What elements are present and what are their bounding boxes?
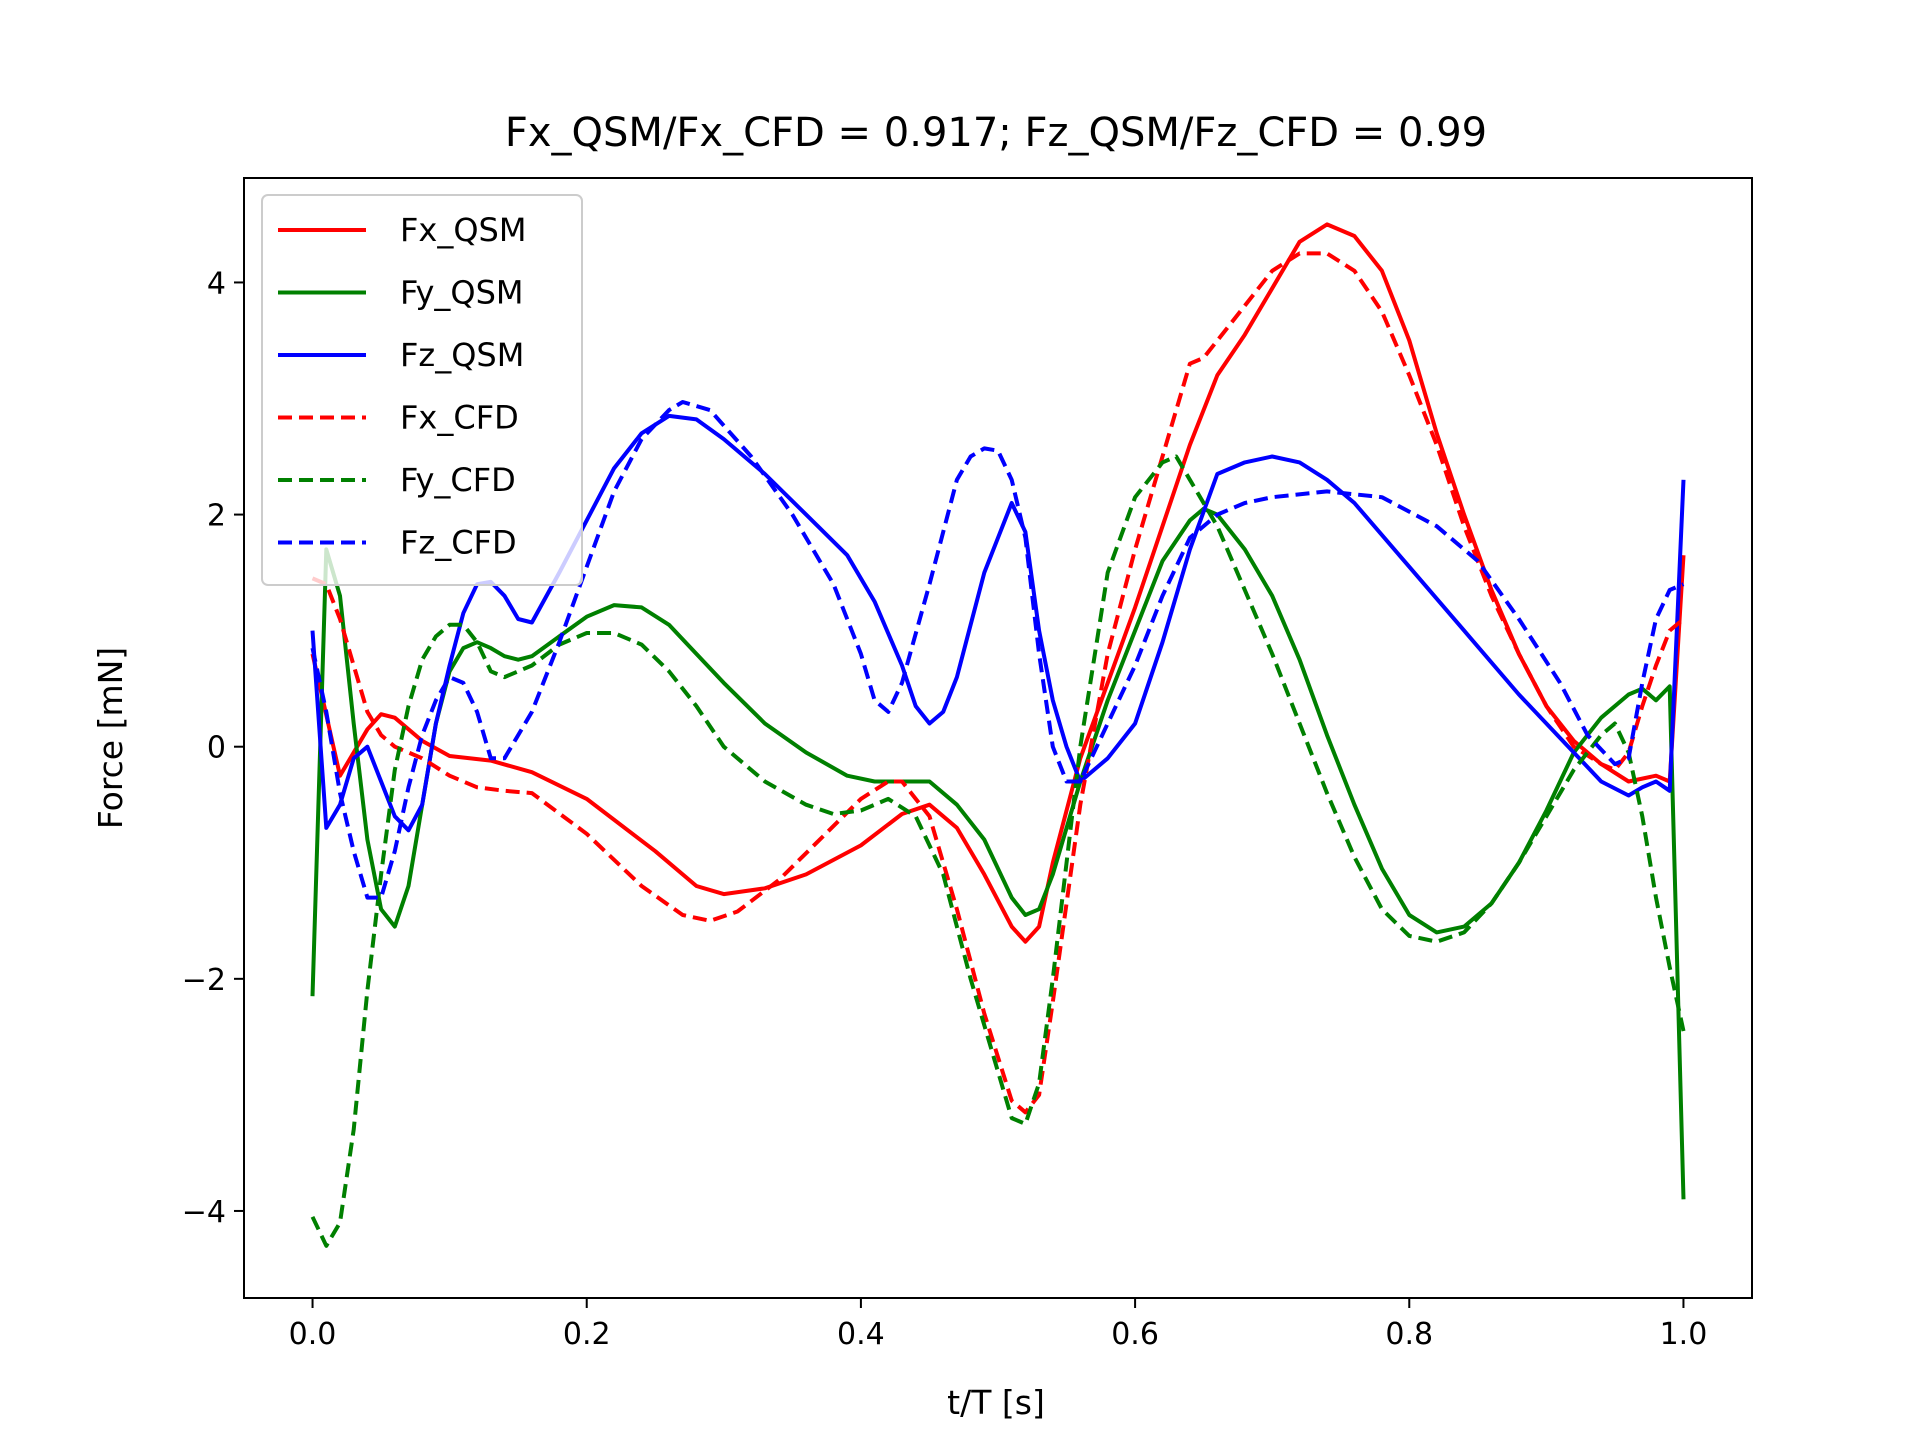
series-layer bbox=[310, 222, 1686, 1248]
x-axis-label: t/T [s] bbox=[947, 1383, 1045, 1422]
x-tick-label: 0.2 bbox=[563, 1317, 611, 1352]
legend: Fx_QSM Fy_QSM Fz_QSM Fx_CFD Fy_CFD Fz_CFD bbox=[261, 194, 583, 586]
y-tick-label: −2 bbox=[182, 963, 226, 998]
x-tick-label: 1.0 bbox=[1660, 1317, 1708, 1352]
y-axis-label: Force [mN] bbox=[91, 647, 130, 829]
y-tick-label: −4 bbox=[182, 1195, 226, 1230]
y-tick-label: 2 bbox=[207, 499, 226, 534]
series-line-fx-cfd bbox=[311, 251, 1685, 1115]
x-tick-label: 0.0 bbox=[289, 1317, 337, 1352]
x-tick-label: 0.4 bbox=[837, 1317, 885, 1352]
ticks-layer: 0.0 0.2 0.4 0.6 0.8 1.0 −4 −2 0 2 4 bbox=[182, 266, 1708, 1352]
series-line-fx-qsm bbox=[310, 222, 1686, 944]
legend-entry-fx-qsm: Fx_QSM bbox=[400, 211, 526, 249]
legend-entry-fz-qsm: Fz_QSM bbox=[400, 336, 524, 374]
series-line-fz-cfd bbox=[310, 400, 1685, 900]
chart-title: Fx_QSM/Fx_CFD = 0.917; Fz_QSM/Fz_CFD = 0… bbox=[505, 110, 1487, 156]
y-tick-label: 0 bbox=[207, 731, 226, 766]
legend-entry-fy-qsm: Fy_QSM bbox=[400, 274, 524, 312]
legend-entry-fz-cfd: Fz_CFD bbox=[400, 524, 517, 562]
x-tick-label: 0.6 bbox=[1111, 1317, 1159, 1352]
series-line-fy-qsm bbox=[310, 506, 1686, 1200]
y-tick-label: 4 bbox=[207, 266, 226, 301]
legend-entry-fy-cfd: Fy_CFD bbox=[400, 461, 516, 499]
legend-entry-fx-cfd: Fx_CFD bbox=[400, 399, 519, 437]
series-line-fz-qsm bbox=[310, 413, 1686, 833]
series-line-fy-cfd bbox=[310, 454, 1686, 1248]
x-tick-label: 0.8 bbox=[1385, 1317, 1433, 1352]
